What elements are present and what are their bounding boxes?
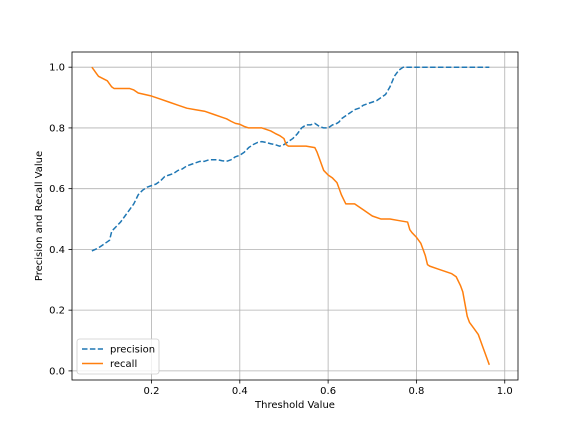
legend-box — [76, 338, 160, 375]
grid-lines — [72, 52, 518, 380]
x-tick-label: 0.8 — [408, 386, 424, 397]
plot-series — [91, 66, 491, 366]
x-axis-label: Threshold Value — [254, 400, 335, 411]
x-axis-ticks: 0.2 0.4 0.6 0.8 1.0 — [144, 380, 513, 397]
x-tick-label: 0.2 — [144, 386, 160, 397]
x-tick-label: 0.6 — [320, 386, 336, 397]
y-axis-label: Precision and Recall Value — [34, 151, 45, 281]
y-tick-label: 1.0 — [49, 63, 65, 74]
y-tick-label: 0.8 — [49, 123, 65, 134]
legend-recall-label: recall — [110, 359, 137, 370]
y-tick-label: 0.6 — [49, 184, 65, 195]
y-tick-label: 0.0 — [49, 366, 65, 377]
x-tick-label: 0.4 — [232, 386, 248, 397]
y-tick-label: 0.2 — [49, 306, 65, 317]
y-axis-ticks: 0.0 0.2 0.4 0.6 0.8 1.0 — [49, 63, 72, 377]
precision-line — [91, 66, 490, 252]
plot-area-frame — [71, 51, 519, 381]
y-tick-label: 0.4 — [49, 245, 65, 256]
legend-precision-label: precision — [110, 345, 155, 356]
recall-line — [91, 66, 491, 366]
x-tick-label: 1.0 — [497, 386, 513, 397]
legend: precision recall — [76, 338, 160, 375]
